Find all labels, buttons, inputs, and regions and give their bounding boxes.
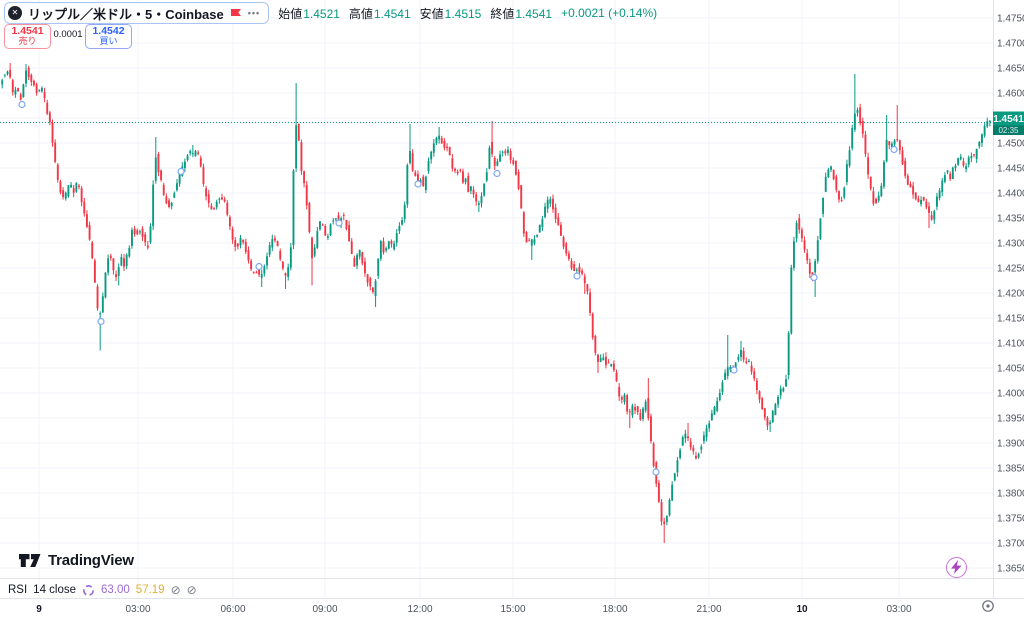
time-tick-label: 06:00 bbox=[220, 604, 245, 615]
buy-price: 1.4542 bbox=[92, 25, 125, 38]
lightning-button[interactable] bbox=[946, 557, 967, 578]
sell-button[interactable]: 1.4541 売り bbox=[4, 24, 51, 49]
close-icon[interactable]: ✕ bbox=[8, 6, 22, 20]
time-tick-label: 18:00 bbox=[602, 604, 627, 615]
ohlc-low: 安値1.4515 bbox=[419, 6, 482, 21]
time-tick-label: 15:00 bbox=[500, 604, 525, 615]
lightning-icon bbox=[951, 560, 962, 574]
time-tick-label: 09:00 bbox=[312, 604, 337, 615]
time-axis-settings-icon[interactable] bbox=[981, 599, 995, 613]
more-options-icon[interactable]: ••• bbox=[247, 8, 261, 18]
tradingview-logo[interactable]: TradingView bbox=[18, 552, 134, 569]
candles-layer bbox=[1, 63, 991, 543]
price-tick-label: 1.4350 bbox=[997, 214, 1024, 225]
price-tick-label: 1.4700 bbox=[997, 39, 1024, 50]
price-axis[interactable]: 1.47501.47001.46501.46001.45501.45001.44… bbox=[997, 14, 1024, 575]
event-marker-icon bbox=[97, 317, 105, 326]
price-tick-label: 1.3850 bbox=[997, 464, 1024, 475]
price-tick-label: 1.3800 bbox=[997, 489, 1024, 500]
event-marker-icon bbox=[414, 180, 422, 188]
indicator-loading-icon bbox=[83, 584, 94, 596]
event-marker-icon bbox=[652, 468, 660, 476]
price-tick-label: 1.4600 bbox=[997, 89, 1024, 100]
rsi-indicator-legend: RSI 14 close 63.00 57.19 ⊘ ⊘ bbox=[8, 583, 197, 597]
ohlc-values: 始値1.4521 高値1.4541 安値1.4515 終値1.4541 +0.0… bbox=[278, 5, 657, 22]
price-tick-label: 1.3750 bbox=[997, 514, 1024, 525]
time-tick-label: 9 bbox=[36, 604, 42, 615]
price-tick-label: 1.4400 bbox=[997, 189, 1024, 200]
price-tick-label: 1.4050 bbox=[997, 364, 1024, 375]
grid bbox=[0, 0, 993, 598]
price-tick-label: 1.3650 bbox=[997, 564, 1024, 575]
price-tick-label: 1.4300 bbox=[997, 239, 1024, 250]
spread-value: 0.0001 bbox=[53, 24, 83, 47]
price-tick-label: 1.3900 bbox=[997, 439, 1024, 450]
symbol-title[interactable]: リップル／米ドル・5・Coinbase bbox=[28, 6, 224, 22]
rsi-ma-value: 57.19 bbox=[135, 584, 165, 596]
event-marker-icon bbox=[335, 219, 343, 227]
tradingview-logo-icon bbox=[19, 554, 41, 567]
price-tick-label: 1.4650 bbox=[997, 64, 1024, 75]
tradingview-logo-text: TradingView bbox=[48, 552, 134, 569]
event-marker-icon bbox=[573, 272, 581, 280]
event-marker-icon bbox=[730, 366, 738, 374]
price-tick-label: 1.4450 bbox=[997, 164, 1024, 175]
hide-icon[interactable]: ⊘ bbox=[186, 583, 197, 597]
ohlc-open: 始値1.4521 bbox=[278, 6, 340, 21]
ohlc-high: 高値1.4541 bbox=[348, 6, 411, 21]
price-tick-label: 1.4500 bbox=[997, 139, 1024, 150]
time-tick-label: 10 bbox=[796, 604, 808, 615]
price-change: +0.0021 (+0.14%) bbox=[561, 6, 658, 20]
sell-label: 売り bbox=[18, 36, 37, 47]
sell-price: 1.4541 bbox=[11, 25, 44, 38]
price-tick-label: 1.3700 bbox=[997, 539, 1024, 550]
event-marker-icon bbox=[18, 100, 26, 109]
price-tick-label: 1.4100 bbox=[997, 339, 1024, 350]
svg-text:02:35: 02:35 bbox=[998, 126, 1019, 135]
symbol-legend-row: ✕ リップル／米ドル・5・Coinbase ••• 始値1.4521 高値1.4… bbox=[4, 2, 657, 24]
rsi-indicator-params: 14 close bbox=[33, 584, 77, 596]
time-tick-label: 12:00 bbox=[407, 604, 432, 615]
symbol-legend[interactable]: ✕ リップル／米ドル・5・Coinbase ••• bbox=[4, 2, 270, 24]
hide-icon[interactable]: ⊘ bbox=[170, 583, 181, 597]
price-tick-label: 1.4200 bbox=[997, 289, 1024, 300]
event-marker-icon bbox=[177, 167, 185, 176]
buy-button[interactable]: 1.4542 買い bbox=[85, 24, 132, 49]
ohlc-close: 終値1.4541 bbox=[490, 6, 553, 21]
event-marker-icon bbox=[255, 262, 263, 271]
rsi-value: 63.00 bbox=[101, 584, 130, 596]
event-marker-icon bbox=[890, 145, 898, 154]
event-marker-icon bbox=[810, 273, 818, 282]
time-tick-label: 03:00 bbox=[886, 604, 911, 615]
time-tick-label: 21:00 bbox=[696, 604, 721, 615]
time-tick-label: 03:00 bbox=[125, 604, 150, 615]
event-markers bbox=[18, 100, 898, 476]
buy-label: 買い bbox=[99, 36, 118, 47]
time-axis[interactable]: 9 03:00 06:00 09:00 12:00 15:00 18:00 21:00 10 03… bbox=[36, 604, 912, 615]
event-marker-icon bbox=[493, 169, 501, 178]
price-tick-label: 1.4250 bbox=[997, 264, 1024, 275]
rsi-indicator-name[interactable]: RSI bbox=[8, 584, 28, 596]
price-tick-label: 1.4750 bbox=[997, 14, 1024, 25]
trade-buttons-row: 1.4541 売り 0.0001 1.4542 買い bbox=[4, 24, 132, 49]
svg-text:1.4541: 1.4541 bbox=[993, 114, 1024, 125]
price-tick-label: 1.4000 bbox=[997, 389, 1024, 400]
flag-icon[interactable] bbox=[230, 8, 242, 19]
price-tick-label: 1.4150 bbox=[997, 314, 1024, 325]
price-tick-label: 1.3950 bbox=[997, 414, 1024, 425]
